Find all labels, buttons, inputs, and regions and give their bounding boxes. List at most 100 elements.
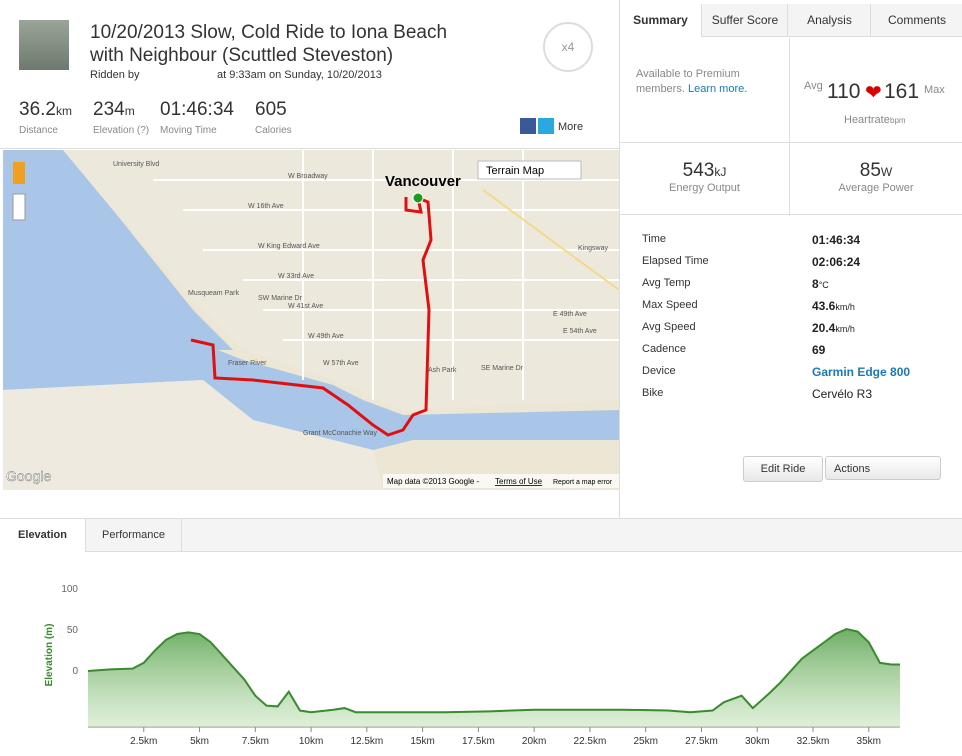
pegman[interactable] — [13, 162, 25, 184]
map-label: Ash Park — [428, 367, 457, 374]
area-fill — [88, 629, 900, 727]
tab[interactable]: Elevation — [0, 519, 86, 552]
badge: x4 — [543, 22, 593, 72]
premium: Available to Premium members. Learn more… — [636, 67, 776, 97]
y-tick-label: 100 — [61, 584, 78, 595]
divider — [0, 518, 962, 519]
y-tick-label: 0 — [72, 666, 78, 677]
energy: 543kJ Energy Output — [620, 160, 789, 194]
heart: ❤ — [865, 82, 882, 104]
roads — [153, 150, 619, 400]
detail-value: 02:06:24 — [812, 255, 861, 269]
actions[interactable]: Actions — [825, 456, 941, 480]
facebook[interactable] — [520, 118, 536, 134]
edit-ride[interactable]: Edit Ride — [743, 456, 823, 482]
report[interactable]: Report a map error — [553, 479, 613, 486]
badge-count: x4 — [561, 40, 575, 54]
divider — [620, 214, 962, 215]
power: 85W Average Power — [790, 160, 962, 194]
y-axis-label: Elevation (m) — [44, 624, 55, 687]
power-label: Average Power — [838, 182, 914, 194]
map-label: Vancouver — [385, 173, 461, 190]
stat-unit: m — [124, 104, 135, 118]
map-label: SE Marine Dr — [481, 365, 524, 372]
x-tick-label: 30km — [745, 736, 769, 747]
map-label: W 57th Ave — [323, 360, 359, 367]
x-tick-label: 32.5km — [797, 736, 830, 747]
tab[interactable]: Suffer Score — [701, 4, 788, 37]
map-label: W 49th Ave — [308, 333, 344, 340]
hr-label: Heartrate — [844, 114, 890, 126]
divider — [620, 142, 962, 143]
map-type-label: Terrain Map — [486, 165, 544, 177]
map-label: Kingsway — [578, 245, 608, 252]
date: at 9:33am on Sunday, 10/20/2013 — [217, 69, 382, 81]
x-tick-label: 20km — [522, 736, 546, 747]
detail-label: Avg Temp — [642, 277, 691, 289]
more[interactable]: More — [558, 121, 584, 133]
detail-unit: km/h — [835, 324, 855, 334]
hr-unit: bpm — [890, 116, 906, 125]
tab[interactable]: Performance — [86, 519, 182, 551]
detail-value: 43.6km/h — [812, 299, 855, 313]
divider — [619, 0, 620, 518]
energy-label: Energy Output — [669, 182, 740, 194]
tab[interactable]: Comments — [870, 4, 962, 37]
tab[interactable]: Summary — [620, 4, 701, 36]
map-label: W 41st Ave — [288, 303, 323, 310]
detail-value: 69 — [812, 343, 826, 357]
x-tick-label: 35km — [857, 736, 881, 747]
x-tick-label: 2.5km — [130, 736, 157, 747]
detail-value: 20.4km/h — [812, 321, 855, 335]
elevation-chart: Elevation (m) 0 50 100 2.5km 5km 7.5km 10km 12.5… — [44, 584, 900, 747]
map-type[interactable] — [477, 160, 582, 180]
tab[interactable]: Analysis — [787, 4, 871, 37]
river — [3, 340, 619, 450]
island — [3, 380, 383, 490]
power-value: 85 — [859, 160, 881, 181]
detail-unit: °C — [818, 280, 829, 290]
elevation-line — [87, 628, 900, 714]
learn-more[interactable]: Learn more. — [687, 83, 748, 95]
attribution: Map data ©2013 Google - — [387, 477, 480, 486]
x-tick-label: 10km — [299, 736, 323, 747]
twitter[interactable] — [538, 118, 554, 134]
terms[interactable]: Terms of Use — [495, 477, 543, 486]
divider — [0, 148, 620, 149]
x-tick-label: 17.5km — [462, 736, 495, 747]
detail-label: Device — [642, 365, 676, 377]
divider — [789, 38, 790, 216]
map-label: W King Edward Ave — [258, 243, 320, 250]
map-label: Musqueam Park — [188, 290, 239, 297]
hr-max-label: Max — [924, 84, 945, 96]
stat-value: 234 — [93, 99, 125, 120]
x-tick-label: 7.5km — [242, 736, 269, 747]
map-label: E 49th Ave — [553, 311, 587, 318]
detail-value: 01:46:34 — [812, 233, 861, 247]
map-label: E 54th Ave — [563, 328, 597, 335]
map-label: University Blvd — [113, 161, 159, 168]
detail-label: Time — [642, 233, 667, 245]
stat-value: 605 — [255, 99, 287, 120]
stat: 605 — [255, 99, 287, 121]
x-tick-label: 5km — [190, 736, 209, 747]
hr-avg: 110 — [827, 80, 861, 103]
avatar — [19, 20, 69, 70]
bottom-tabs — [0, 519, 962, 552]
detail-value: Cervélo R3 — [812, 387, 873, 401]
stat-label: Calories — [255, 125, 292, 136]
zoom[interactable] — [12, 193, 26, 221]
map: Terrain Map Vancouver W Broadway W 16th … — [3, 150, 619, 490]
attribution-bg — [383, 474, 619, 488]
x-tick-label: 27.5km — [685, 736, 718, 747]
water — [3, 150, 233, 350]
detail-label: Avg Speed — [642, 321, 696, 333]
detail-value: Garmin Edge 800 — [812, 365, 911, 379]
energy-unit: kJ — [714, 165, 727, 179]
energy-value: 543 — [682, 160, 715, 181]
x-tick-label: 25km — [633, 736, 657, 747]
power-unit: W — [880, 165, 893, 179]
map-label: Fraser River — [228, 360, 267, 367]
x-tick-label: 12.5km — [350, 736, 383, 747]
